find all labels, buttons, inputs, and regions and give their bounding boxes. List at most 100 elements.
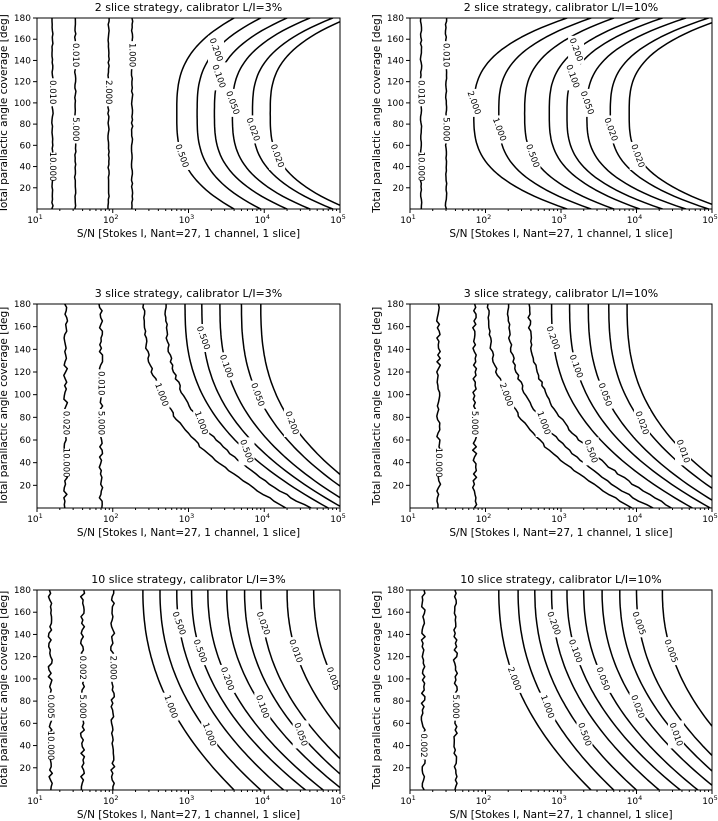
x-tick-label: 102	[103, 794, 119, 807]
contour-label: 0.002	[77, 656, 87, 680]
contour-line	[251, 18, 334, 209]
x-tick-label: 102	[103, 512, 119, 525]
y-tick-label: 140	[14, 630, 31, 640]
contour-line	[176, 18, 235, 209]
contour-line	[213, 18, 288, 209]
contour-line	[506, 304, 654, 508]
x-tick-label: 105	[330, 794, 346, 807]
x-axis-label: S/N [Stokes I, Nant=27, 1 channel, 1 sli…	[77, 809, 300, 821]
x-axis-label: S/N [Stokes I, Nant=27, 1 channel, 1 sli…	[449, 527, 672, 539]
contour-line	[226, 590, 340, 789]
y-tick-label: 60	[20, 719, 32, 729]
x-tick-label: 102	[476, 794, 492, 807]
y-tick-label: 100	[387, 99, 404, 109]
contour-line	[566, 590, 682, 790]
contour-line	[550, 304, 694, 508]
x-tick-label: 103	[179, 213, 195, 226]
x-tick-label: 104	[254, 794, 270, 807]
contour-label: 10.000	[60, 448, 70, 478]
contour-line	[79, 590, 86, 790]
x-tick-label: 105	[330, 213, 346, 226]
contour-line	[626, 304, 712, 478]
y-tick-label: 40	[20, 163, 32, 173]
contour-label: 2.000	[107, 656, 117, 680]
contour-line	[286, 590, 340, 731]
contour-line	[608, 304, 712, 490]
y-tick-label: 140	[14, 56, 31, 66]
contour-group: 10.0005.0002.0001.0000.5000.2000.1000.05…	[430, 304, 712, 508]
y-tick-label: 80	[393, 413, 405, 423]
x-tick-label: 101	[400, 512, 416, 525]
y-tick-label: 20	[393, 481, 405, 491]
contour-line	[219, 304, 340, 499]
chart-panel-5: 10 slice strategy, calibrator L/I=3% 10.0…	[0, 573, 346, 821]
chart-title: 2 slice strategy, calibrator L/I=10%	[464, 1, 658, 14]
contour-label: 0.005	[45, 694, 55, 718]
contour-label: 10.000	[433, 448, 443, 478]
contour-label: 1.000	[127, 43, 137, 67]
x-tick-label: 105	[702, 512, 718, 525]
x-tick-label: 104	[627, 512, 643, 525]
y-tick-label: 80	[20, 120, 32, 130]
y-axis-label: Total parallactic angle coverage [deg]	[371, 14, 383, 213]
y-tick-label: 180	[14, 300, 31, 310]
y-tick-label: 60	[393, 141, 405, 151]
x-axis-label: S/N [Stokes I, Nant=27, 1 channel, 1 sli…	[77, 527, 300, 539]
contour-line	[601, 590, 712, 787]
x-tick-label: 103	[551, 512, 567, 525]
chart-panel-4: 3 slice strategy, calibrator L/I=10% 10.0…	[371, 287, 718, 539]
contour-label: 0.010	[70, 43, 80, 67]
y-tick-label: 80	[20, 697, 32, 707]
contour-line	[110, 590, 116, 790]
contour-line	[523, 18, 615, 209]
contour-label: 0.010	[47, 80, 57, 104]
contour-line	[159, 590, 262, 790]
contour-label: 5.000	[77, 694, 87, 718]
y-tick-label: 100	[387, 675, 404, 685]
y-tick-label: 20	[393, 184, 405, 194]
contour-label: 0.002	[418, 733, 428, 757]
contour-label: 5.000	[96, 411, 106, 435]
y-tick-label: 120	[387, 368, 404, 378]
y-tick-label: 100	[14, 391, 31, 401]
y-tick-label: 80	[393, 120, 405, 130]
contour-label: 5.000	[450, 694, 460, 718]
y-tick-label: 140	[387, 630, 404, 640]
x-tick-label: 101	[27, 512, 43, 525]
y-tick-label: 40	[20, 459, 32, 469]
y-tick-label: 20	[20, 764, 32, 774]
contour-group: 10.0005.0001.0001.0000.5000.5000.1000.05…	[57, 304, 340, 508]
contour-line	[190, 590, 307, 790]
x-tick-label: 101	[27, 794, 43, 807]
x-tick-label: 104	[627, 794, 643, 807]
y-tick-label: 160	[387, 323, 404, 333]
y-tick-label: 180	[14, 14, 31, 24]
chart-title: 3 slice strategy, calibrator L/I=10%	[464, 287, 658, 300]
y-tick-label: 120	[14, 78, 31, 88]
y-axis-label: Total parallactic angle coverage [deg]	[0, 591, 10, 790]
x-tick-label: 103	[551, 794, 567, 807]
x-tick-label: 104	[627, 213, 643, 226]
contour-line	[142, 590, 235, 790]
y-tick-label: 160	[14, 323, 31, 333]
x-tick-label: 105	[330, 512, 346, 525]
y-tick-label: 140	[387, 345, 404, 355]
contour-line	[452, 590, 459, 790]
contour-label: 5.000	[469, 411, 479, 435]
chart-title: 10 slice strategy, calibrator L/I=10%	[460, 573, 661, 586]
contour-group: 10.0005.0002.0001.0000.5000.2000.1000.05…	[44, 18, 340, 209]
y-tick-label: 120	[387, 653, 404, 663]
plot-frame	[409, 17, 713, 210]
contour-line	[586, 18, 687, 209]
contour-label: 0.010	[441, 43, 451, 67]
y-tick-label: 180	[387, 300, 404, 310]
contour-label: 0.010	[96, 371, 106, 395]
y-tick-label: 160	[387, 35, 404, 45]
x-tick-label: 103	[551, 213, 567, 226]
y-tick-label: 40	[393, 163, 405, 173]
y-tick-label: 40	[393, 459, 405, 469]
y-axis-label: Total parallactic angle coverage [deg]	[0, 14, 10, 213]
x-tick-label: 102	[476, 512, 492, 525]
contour-label: 10.000	[45, 731, 55, 761]
